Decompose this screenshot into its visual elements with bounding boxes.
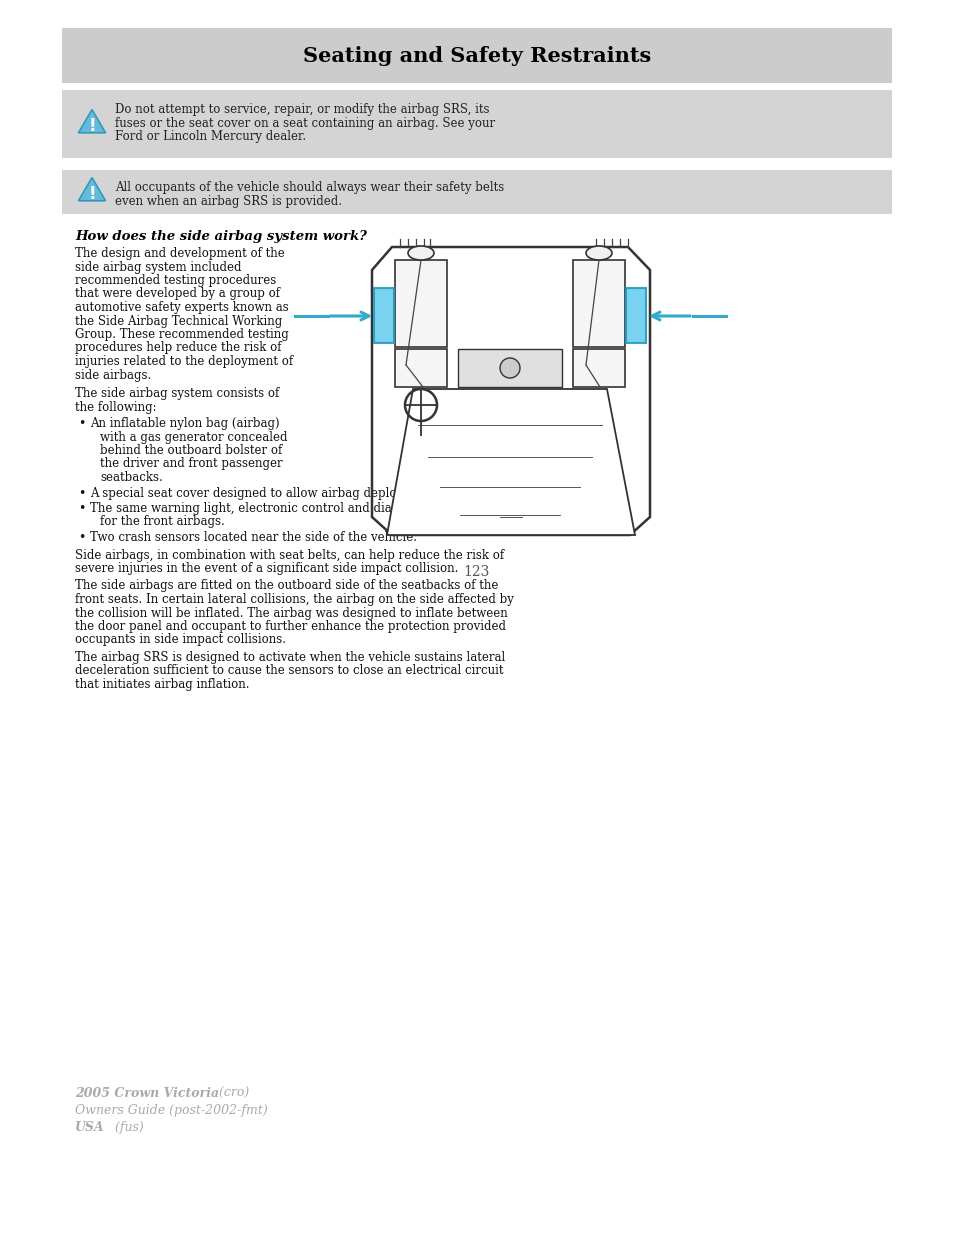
Text: automotive safety experts known as: automotive safety experts known as xyxy=(75,301,289,314)
Text: The design and development of the: The design and development of the xyxy=(75,247,284,261)
Text: Side airbags, in combination with seat belts, can help reduce the risk of: Side airbags, in combination with seat b… xyxy=(75,548,503,562)
FancyBboxPatch shape xyxy=(625,288,645,343)
Text: A special seat cover designed to allow airbag deployment.: A special seat cover designed to allow a… xyxy=(90,487,436,499)
FancyBboxPatch shape xyxy=(62,28,891,83)
Text: !: ! xyxy=(88,117,95,136)
Polygon shape xyxy=(573,350,624,387)
Text: •: • xyxy=(78,531,85,543)
Polygon shape xyxy=(395,350,447,387)
Text: The side airbags are fitted on the outboard side of the seatbacks of the: The side airbags are fitted on the outbo… xyxy=(75,579,497,593)
FancyBboxPatch shape xyxy=(62,90,891,158)
Text: deceleration sufficient to cause the sensors to close an electrical circuit: deceleration sufficient to cause the sen… xyxy=(75,664,503,678)
Circle shape xyxy=(499,358,519,378)
Text: The side airbag system consists of: The side airbag system consists of xyxy=(75,387,279,400)
Text: recommended testing procedures: recommended testing procedures xyxy=(75,274,276,287)
Text: How does the side airbag system work?: How does the side airbag system work? xyxy=(75,230,367,243)
Text: Seating and Safety Restraints: Seating and Safety Restraints xyxy=(302,46,651,65)
Text: side airbag system included: side airbag system included xyxy=(75,261,241,273)
Text: •: • xyxy=(78,501,85,515)
Text: An inflatable nylon bag (airbag): An inflatable nylon bag (airbag) xyxy=(90,417,279,430)
Text: the collision will be inflated. The airbag was designed to inflate between: the collision will be inflated. The airb… xyxy=(75,606,507,620)
Text: Two crash sensors located near the side of the vehicle.: Two crash sensors located near the side … xyxy=(90,531,416,543)
Text: that initiates airbag inflation.: that initiates airbag inflation. xyxy=(75,678,250,692)
Text: even when an airbag SRS is provided.: even when an airbag SRS is provided. xyxy=(115,194,341,207)
Text: the driver and front passenger: the driver and front passenger xyxy=(100,457,282,471)
Text: severe injuries in the event of a significant side impact collision.: severe injuries in the event of a signif… xyxy=(75,562,457,576)
Text: procedures help reduce the risk of: procedures help reduce the risk of xyxy=(75,342,281,354)
Text: the Side Airbag Technical Working: the Side Airbag Technical Working xyxy=(75,315,282,327)
Text: seatbacks.: seatbacks. xyxy=(100,471,163,484)
Text: 2005 Crown Victoria: 2005 Crown Victoria xyxy=(75,1087,219,1100)
Text: !: ! xyxy=(88,185,95,204)
Text: occupants in side impact collisions.: occupants in side impact collisions. xyxy=(75,634,286,646)
Text: fuses or the seat cover on a seat containing an airbag. See your: fuses or the seat cover on a seat contai… xyxy=(115,116,495,130)
Ellipse shape xyxy=(585,246,612,261)
Text: Ford or Lincoln Mercury dealer.: Ford or Lincoln Mercury dealer. xyxy=(115,130,306,143)
FancyBboxPatch shape xyxy=(374,288,394,343)
Text: •: • xyxy=(78,417,85,430)
Polygon shape xyxy=(457,350,561,387)
Text: the following:: the following: xyxy=(75,400,156,414)
Text: (fus): (fus) xyxy=(111,1121,144,1134)
Text: (cro): (cro) xyxy=(214,1087,249,1100)
Text: Group. These recommended testing: Group. These recommended testing xyxy=(75,329,289,341)
Text: the door panel and occupant to further enhance the protection provided: the door panel and occupant to further e… xyxy=(75,620,505,634)
Text: All occupants of the vehicle should always wear their safety belts: All occupants of the vehicle should alwa… xyxy=(115,182,504,194)
Text: side airbags.: side airbags. xyxy=(75,368,152,382)
FancyBboxPatch shape xyxy=(62,170,891,214)
Text: Owners Guide (post-2002-fmt): Owners Guide (post-2002-fmt) xyxy=(75,1104,268,1116)
Text: Do not attempt to service, repair, or modify the airbag SRS, its: Do not attempt to service, repair, or mo… xyxy=(115,103,489,116)
Polygon shape xyxy=(573,261,624,347)
Text: •: • xyxy=(78,487,85,499)
Ellipse shape xyxy=(408,246,434,261)
Text: with a gas generator concealed: with a gas generator concealed xyxy=(100,431,287,443)
Polygon shape xyxy=(78,178,106,201)
Text: front seats. In certain lateral collisions, the airbag on the side affected by: front seats. In certain lateral collisio… xyxy=(75,593,514,606)
Text: injuries related to the deployment of: injuries related to the deployment of xyxy=(75,354,293,368)
Polygon shape xyxy=(387,389,635,535)
Text: USA: USA xyxy=(75,1121,105,1134)
Text: The same warning light, electronic control and diagnostic unit as used: The same warning light, electronic contr… xyxy=(90,501,510,515)
Polygon shape xyxy=(395,261,447,347)
Text: 123: 123 xyxy=(463,564,490,579)
Text: that were developed by a group of: that were developed by a group of xyxy=(75,288,280,300)
Text: behind the outboard bolster of: behind the outboard bolster of xyxy=(100,445,282,457)
Text: for the front airbags.: for the front airbags. xyxy=(100,515,225,529)
Text: The airbag SRS is designed to activate when the vehicle sustains lateral: The airbag SRS is designed to activate w… xyxy=(75,651,505,664)
Polygon shape xyxy=(78,110,106,133)
